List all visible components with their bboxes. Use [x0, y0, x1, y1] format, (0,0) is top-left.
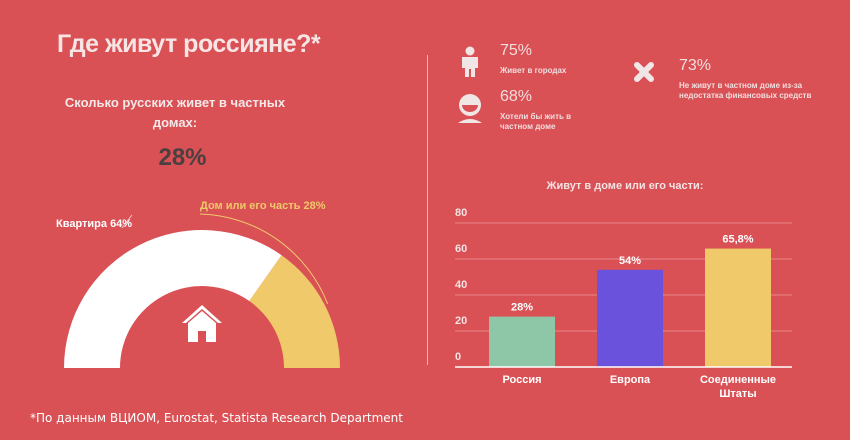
- stat-value: 68%: [500, 88, 533, 105]
- house-icon: [182, 305, 222, 342]
- x-tick-label: Штаты: [719, 388, 756, 400]
- smiling-face-icon: [458, 94, 482, 123]
- data-label: 65,8%: [722, 234, 753, 246]
- house-leader-line: [199, 213, 329, 305]
- stat-value: 75%: [500, 42, 533, 59]
- question-text: Сколько русских живет в частных домах:: [64, 95, 286, 130]
- cross-icon: [634, 62, 654, 82]
- half-donut-chart: [64, 213, 340, 368]
- y-tick-label: 0: [455, 351, 461, 363]
- page-title: Где живут россияне?*: [57, 30, 321, 58]
- y-tick-label: 20: [455, 315, 467, 327]
- bar: [597, 269, 663, 367]
- big-value: 28%: [158, 144, 207, 171]
- y-tick-label: 40: [455, 279, 467, 291]
- stat-text: Живет в городах: [500, 66, 567, 75]
- bar: [489, 316, 555, 367]
- x-tick-label: Россия: [502, 374, 541, 386]
- slice-label-apartment: Квартира 64%: [56, 218, 133, 230]
- stat-text: Хотели бы жить в частном доме: [500, 112, 572, 131]
- bar-chart-title: Живут в доме или его части:: [546, 180, 704, 192]
- apartment-leader-line: [121, 214, 133, 229]
- x-tick-label: Европа: [610, 374, 651, 386]
- person-icon: [462, 46, 478, 77]
- slice-house: [249, 255, 340, 368]
- data-label: 28%: [511, 302, 533, 314]
- slice-label-house: Дом или его часть 28%: [200, 200, 326, 212]
- x-tick-label: Соединенные: [700, 374, 776, 386]
- y-tick-label: 60: [455, 243, 467, 255]
- stat-text: Не живут в частном доме из-за недостатка…: [679, 81, 812, 100]
- data-label: 54%: [619, 255, 641, 267]
- footnote: *По данным ВЦИОМ, Eurostat, Statista Res…: [30, 411, 403, 425]
- y-tick-label: 80: [455, 207, 467, 219]
- divider: [427, 55, 428, 365]
- stat-value: 73%: [679, 57, 712, 74]
- slice-apartment: [64, 230, 282, 368]
- bar: [705, 248, 771, 367]
